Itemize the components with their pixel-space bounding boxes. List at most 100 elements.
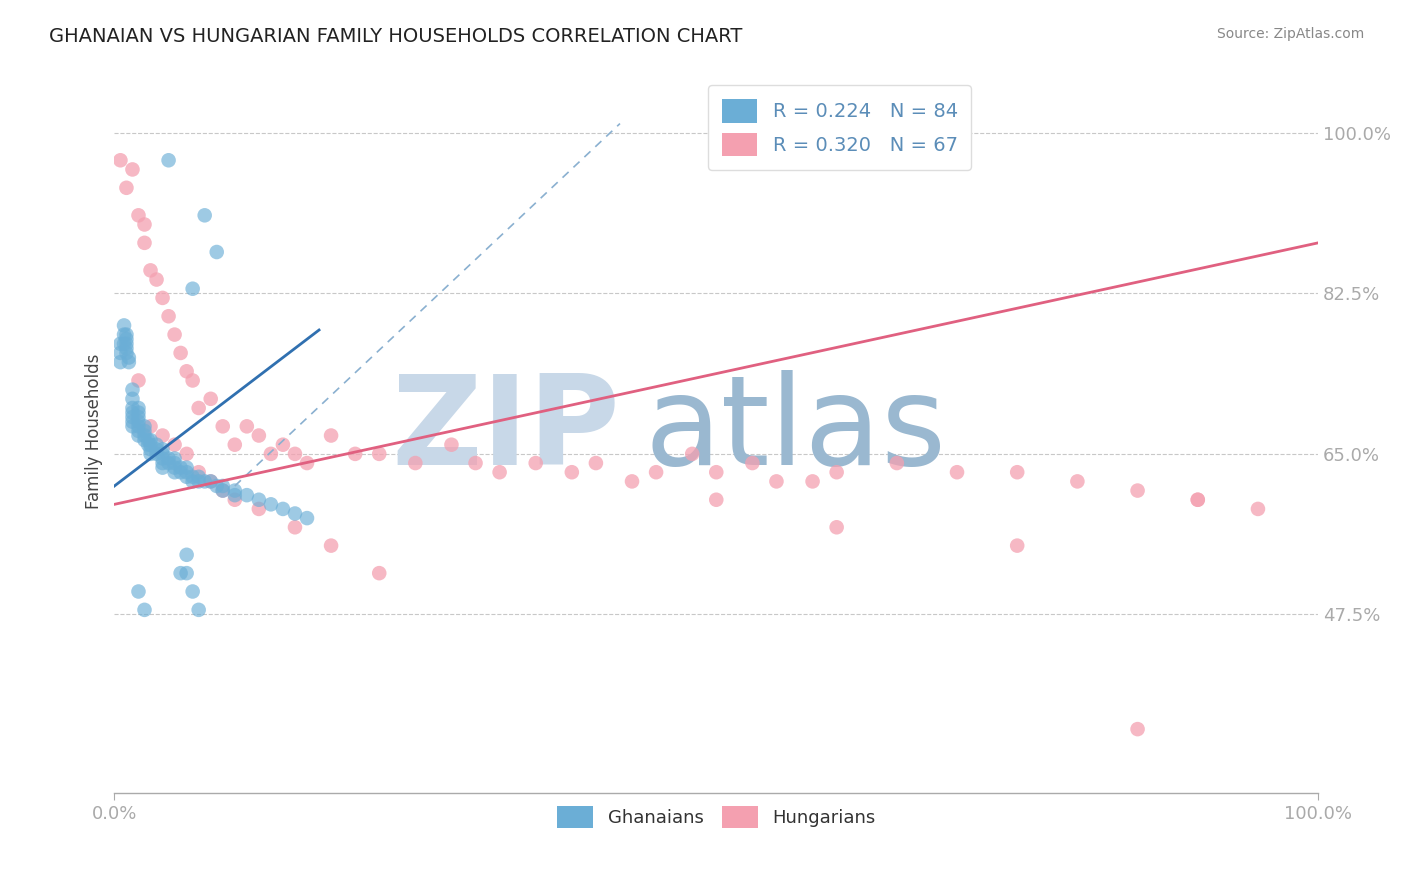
Point (247, 502, 270, 516)
Point (295, 511, 318, 525)
Point (127, 424, 149, 438)
Point (127, 415, 149, 429)
Point (127, 208, 149, 222)
Point (110, 336, 132, 351)
Point (127, 374, 149, 388)
Point (134, 235, 156, 250)
Point (236, 419, 259, 434)
Point (134, 218, 156, 232)
Point (163, 451, 186, 466)
Point (344, 447, 367, 461)
Point (181, 470, 204, 484)
Point (621, 475, 644, 489)
Point (176, 460, 198, 475)
Point (152, 291, 174, 305)
Point (200, 392, 222, 406)
Point (211, 479, 233, 493)
Point (825, 465, 848, 479)
Point (121, 383, 143, 397)
Point (187, 470, 209, 484)
Point (187, 603, 209, 617)
Point (247, 492, 270, 507)
Point (404, 456, 426, 470)
Point (886, 456, 908, 470)
Point (825, 520, 848, 534)
Point (169, 465, 191, 479)
Point (163, 460, 186, 475)
Point (194, 475, 217, 489)
Point (157, 153, 180, 168)
Point (211, 419, 233, 434)
Point (134, 419, 156, 434)
Point (464, 456, 486, 470)
Point (152, 447, 174, 461)
Point (115, 342, 138, 356)
Point (145, 272, 167, 286)
Point (152, 428, 174, 442)
Point (121, 419, 143, 434)
Point (260, 447, 283, 461)
Point (134, 428, 156, 442)
Point (1247, 502, 1270, 516)
Point (176, 566, 198, 581)
Point (260, 497, 283, 511)
Point (1005, 539, 1028, 553)
Point (139, 447, 162, 461)
Point (181, 475, 204, 489)
Point (145, 447, 167, 461)
Point (205, 479, 228, 493)
Point (645, 465, 668, 479)
Point (187, 475, 209, 489)
Point (524, 456, 547, 470)
Point (121, 406, 143, 420)
Point (163, 456, 186, 470)
Point (121, 415, 143, 429)
Point (488, 465, 510, 479)
Point (704, 492, 727, 507)
Point (176, 465, 198, 479)
Point (118, 351, 141, 365)
Point (1005, 465, 1028, 479)
Point (110, 153, 132, 168)
Point (152, 460, 174, 475)
Point (139, 263, 162, 277)
Point (187, 401, 209, 415)
Point (110, 355, 132, 369)
Point (112, 336, 135, 351)
Point (284, 507, 307, 521)
Point (176, 470, 198, 484)
Point (741, 456, 763, 470)
Legend: Ghanaians, Hungarians: Ghanaians, Hungarians (550, 798, 883, 835)
Point (127, 419, 149, 434)
Point (121, 392, 143, 406)
Point (181, 374, 204, 388)
Point (319, 539, 342, 553)
Point (946, 465, 969, 479)
Point (127, 410, 149, 425)
Point (121, 410, 143, 425)
Point (157, 451, 180, 466)
Point (121, 401, 143, 415)
Point (211, 483, 233, 498)
Point (152, 451, 174, 466)
Point (115, 332, 138, 346)
Point (271, 502, 294, 516)
Point (112, 318, 135, 333)
Point (118, 355, 141, 369)
Point (765, 475, 787, 489)
Text: Source: ZipAtlas.com: Source: ZipAtlas.com (1216, 27, 1364, 41)
Point (1187, 492, 1209, 507)
Text: GHANAIAN VS HUNGARIAN FAMILY HOUSEHOLDS CORRELATION CHART: GHANAIAN VS HUNGARIAN FAMILY HOUSEHOLDS … (49, 27, 742, 45)
Point (211, 483, 233, 498)
Point (127, 406, 149, 420)
Point (169, 346, 191, 360)
Point (127, 584, 149, 599)
Point (152, 442, 174, 457)
Point (704, 465, 727, 479)
Point (181, 584, 204, 599)
Point (139, 442, 162, 457)
Point (139, 419, 162, 434)
Point (134, 433, 156, 447)
Point (368, 566, 391, 581)
Point (224, 492, 246, 507)
